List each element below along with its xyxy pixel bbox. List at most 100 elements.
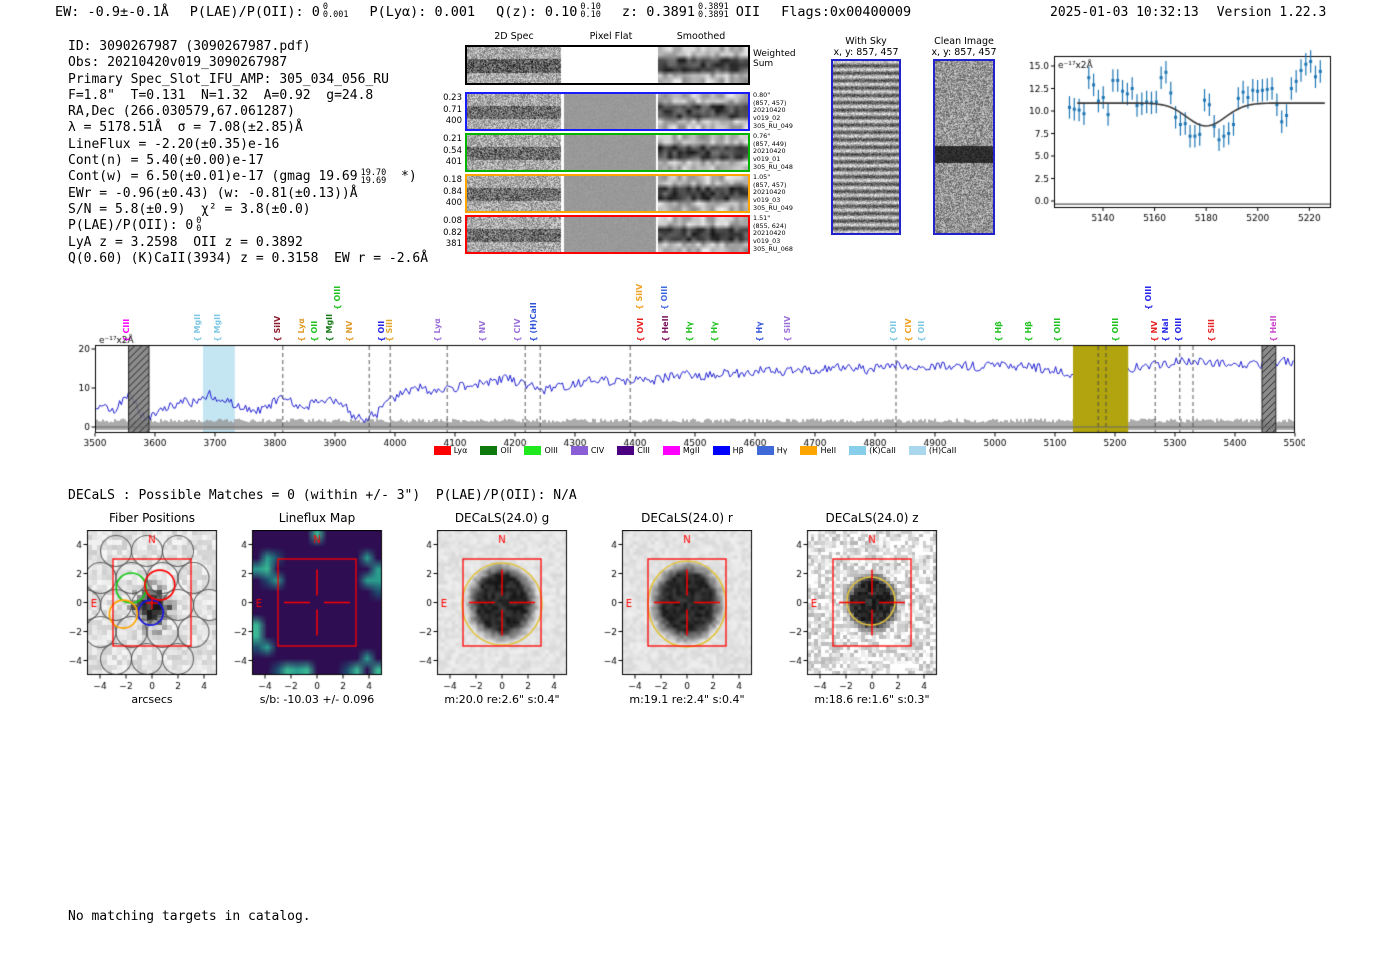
spec2d-row <box>465 215 750 254</box>
stacked-value: 0.3891 0.3891 <box>698 2 729 20</box>
cutout-title-decals-z: DECaLS(24.0) z <box>825 511 919 525</box>
info-line: Obs: 20210420v019_3090267987 <box>68 55 428 71</box>
spec2d-row-left-labels: 0.18 0.84 400 <box>443 175 462 208</box>
spectral-line-label: { OIII <box>1143 285 1153 310</box>
spec2d-row-left-labels: 0.23 0.71 400 <box>443 93 462 126</box>
cutout-title-fiber-positions: Fiber Positions <box>108 511 196 525</box>
cutout-title-decals-g: DECaLS(24.0) g <box>454 511 550 525</box>
spec2d-row-canvas <box>467 135 748 170</box>
info-line-content: S/N = 5.8(±0.9) χ² = 3.8(±0.0) <box>68 201 311 217</box>
cleanimage-title: Clean Image x, y: 857, 457 <box>931 36 997 58</box>
spec2d-row-annotation: 0.76" (857, 449) 20210420 v019_01 305_RU_048 <box>753 132 793 171</box>
decals-r-panel <box>602 530 754 693</box>
info-line-content: LineFlux = -2.20(±0.35)e-16 <box>68 136 280 152</box>
decals-g-panel <box>417 530 569 693</box>
info-line: LineFlux = -2.20(±0.35)e-16 <box>68 137 428 153</box>
header-stats: EW: -0.9±-0.1Å P(LAE)/P(OII): 0 0 0.001 P(Ly… <box>55 2 912 20</box>
info-line: Cont(w) = 6.50(±0.01)e-17 (gmag 19.69 19.… <box>68 167 428 186</box>
legend-swatch <box>480 446 498 455</box>
legend-label: OIII <box>544 446 558 455</box>
cutout-title-decals-r: DECaLS(24.0) r <box>641 511 733 525</box>
legend-swatch <box>662 446 680 455</box>
weighted-sum-canvas <box>467 47 748 83</box>
info-line-content: Cont(n) = 5.40(±0.00)e-17 <box>68 153 264 169</box>
header-meta: 2025-01-03 10:32:13 Version 1.22.3 <box>1050 5 1326 20</box>
spec2d-column-title: 2D Spec <box>494 31 534 42</box>
weighted-sum-label: Weighted Sum <box>753 49 796 69</box>
legend-item: CIV <box>570 446 605 455</box>
spec2d-row-canvas <box>467 94 748 129</box>
spec2d-row-canvas <box>467 176 748 211</box>
footer-line: No matching targets in catalog. <box>68 909 311 924</box>
legend-swatch <box>570 446 588 455</box>
spec2d-row-left-labels: 0.08 0.82 381 <box>443 216 462 249</box>
legend-item: Lyα <box>433 446 468 455</box>
lineflux-map-panel <box>232 530 384 693</box>
spec2d-row-annotation: 0.80" (857, 457) 20210420 v019_02 305_RU_049 <box>753 91 793 130</box>
legend-label: (H)CaII <box>928 446 957 455</box>
legend-swatch <box>433 446 451 455</box>
legend-label: HeII <box>820 446 837 455</box>
spectral-line-label: { SiIV <box>635 283 644 310</box>
legend-item: MgII <box>662 446 700 455</box>
weighted-sum-panel <box>465 45 750 85</box>
legend-item: HeII <box>800 446 836 455</box>
info-line-content: Obs: 20210420v019_3090267987 <box>68 55 288 71</box>
info-line-content: Cont(w) = 6.50(±0.01)e-17 (gmag 19.69 19.… <box>68 167 417 186</box>
spec2d-row-canvas <box>467 217 748 252</box>
legend-item: CIII <box>617 446 650 455</box>
legend-item: (H)CaII <box>908 446 957 455</box>
legend-label: (K)CaII <box>869 446 896 455</box>
cutout-xlabel-flux: s/b: -10.03 +/- 0.096 <box>259 693 375 706</box>
cleanimage-image-frame <box>933 59 995 235</box>
legend-label: Hγ <box>776 446 788 455</box>
info-line: Q(0.60) (K)CaII(3934) z = 0.3158 EW r = … <box>68 251 428 267</box>
cutout-xlabel-fiber: arcsecs <box>131 693 173 706</box>
detection-info-block: ID: 3090267987 (3090267987.pdf) Obs: 2021… <box>68 39 428 267</box>
spec2d-row-annotation: 1.51" (855, 624) 20210420 v019_03 305_RU_068 <box>753 214 793 253</box>
spectrum-legend: Lyα OII OIII CIV CIII MgII Hβ Hγ HeII (K)CaII (H)C… <box>95 446 1295 455</box>
header-stat: Flags:0x00400009 <box>781 4 912 20</box>
full-spectrum-plot <box>75 333 1305 459</box>
legend-label: CIV <box>590 446 605 455</box>
cutout-xlabel-r: m:19.1 re:2.4" s:0.4" <box>629 693 745 706</box>
info-line-content: ID: 3090267987 (3090267987.pdf) <box>68 39 311 54</box>
header-stat: P(Lyα): 0.001 <box>369 4 476 20</box>
legend-swatch <box>849 446 867 455</box>
info-line: F=1.8" T=0.131 N=1.32 A=0.92 g=24.8 <box>68 88 428 104</box>
spec2d-row <box>465 133 750 172</box>
spec2d-row-annotation: 1.05" (857, 457) 20210420 v019_03 305_RU_049 <box>753 173 793 212</box>
footer-notes: No matching targets in catalog. Row inte… <box>68 876 311 953</box>
stacked-value: 0.10 0.10 <box>580 2 601 20</box>
info-line: λ = 5178.51Å σ = 7.08(±2.85)Å <box>68 120 428 136</box>
legend-item: Hβ <box>712 446 744 455</box>
legend-item: (K)CaII <box>849 446 896 455</box>
stacked-value: 19.70 19.69 <box>360 167 387 186</box>
legend-swatch <box>524 446 542 455</box>
spec2d-row <box>465 174 750 213</box>
report-version: Version 1.22.3 <box>1216 5 1327 20</box>
fiber-positions-panel <box>67 530 219 693</box>
spec2d-row <box>465 92 750 131</box>
info-line: ID: 3090267987 (3090267987.pdf) <box>68 39 428 55</box>
line-fit-plot <box>1012 48 1342 226</box>
info-line-content: LyA z = 3.2598 OII z = 0.3892 <box>68 234 303 250</box>
legend-swatch <box>800 446 818 455</box>
legend-label: MgII <box>682 446 700 455</box>
legend-label: Lyα <box>453 446 468 455</box>
cutout-xlabel-g: m:20.0 re:2.6" s:0.4" <box>444 693 560 706</box>
info-line-content: F=1.8" T=0.131 N=1.32 A=0.92 g=24.8 <box>68 87 374 103</box>
legend-swatch <box>712 446 730 455</box>
spec2d-row-left-labels: 0.21 0.54 401 <box>443 134 462 167</box>
legend-item: OII <box>480 446 511 455</box>
legend-label: Hβ <box>732 446 744 455</box>
legend-swatch <box>908 446 926 455</box>
legend-swatch <box>617 446 635 455</box>
withsky-image <box>833 61 899 233</box>
legend-label: CIII <box>637 446 650 455</box>
cleanimage-image <box>935 61 993 233</box>
spectral-line-label: { OIII <box>333 285 343 310</box>
